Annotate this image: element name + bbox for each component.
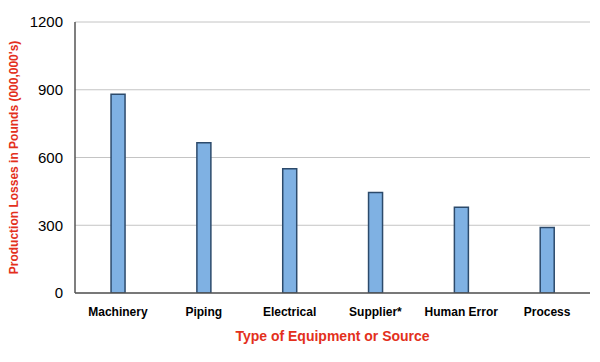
svg-text:Human Error: Human Error: [425, 305, 499, 319]
svg-text:Production Losses in Pounds (0: Production Losses in Pounds (000,000's): [8, 41, 21, 275]
svg-text:0: 0: [55, 284, 63, 301]
svg-text:Type of Equipment or Source: Type of Equipment or Source: [235, 328, 429, 344]
svg-text:Electrical: Electrical: [263, 305, 316, 319]
svg-text:Process: Process: [524, 305, 571, 319]
svg-text:Piping: Piping: [185, 305, 222, 319]
svg-text:1200: 1200: [30, 13, 63, 30]
svg-text:900: 900: [38, 81, 63, 98]
svg-text:Machinery: Machinery: [88, 305, 148, 319]
svg-text:300: 300: [38, 217, 63, 234]
svg-text:Supplier*: Supplier*: [349, 305, 402, 319]
svg-text:600: 600: [38, 149, 63, 166]
